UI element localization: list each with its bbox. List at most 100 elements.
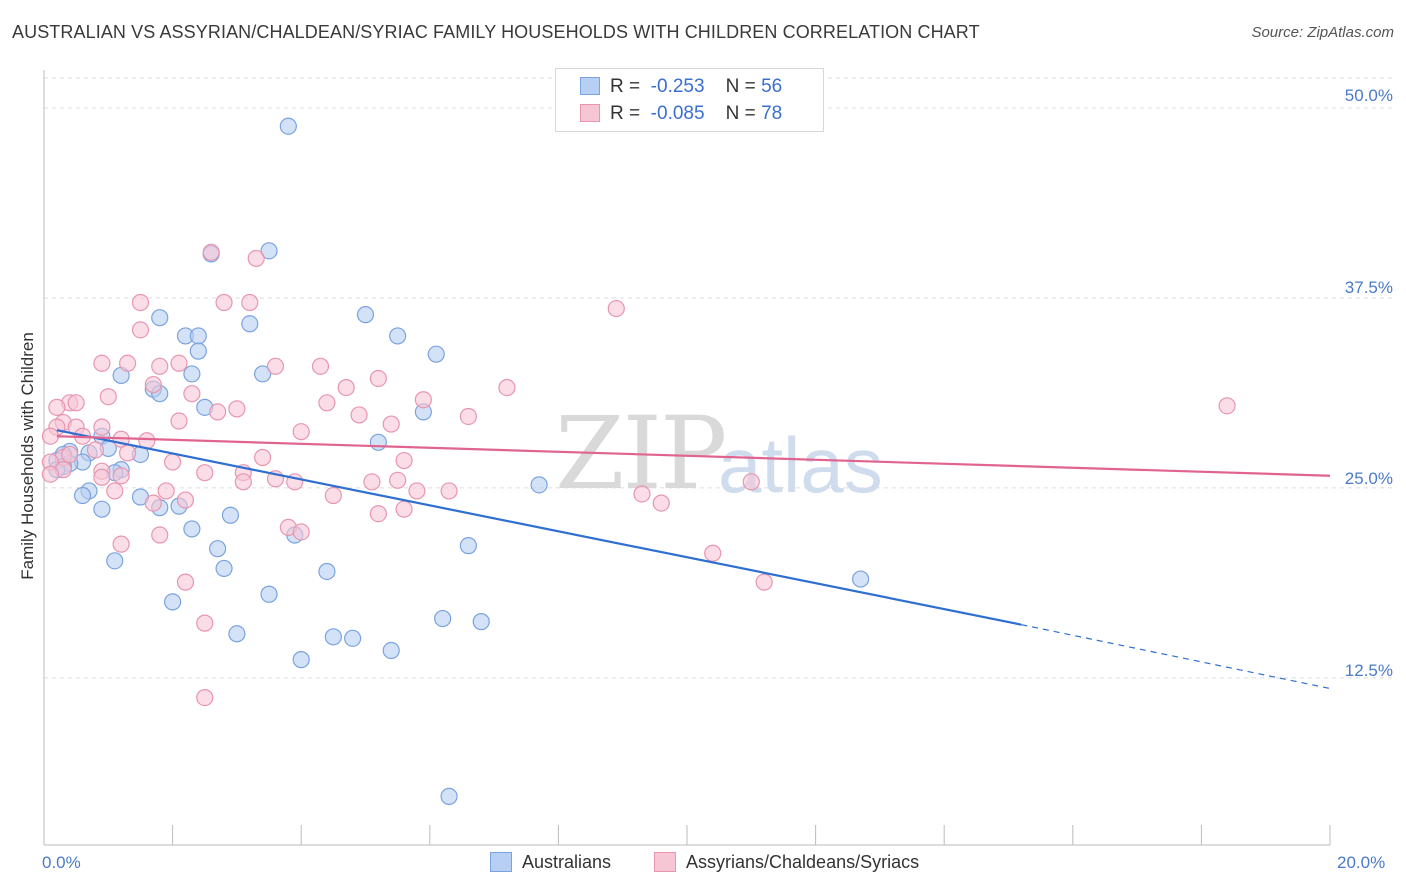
correlation-legend: R = -0.253 N = 56 R = -0.085 N = 78 [555, 68, 824, 132]
assyrians-point [112, 535, 130, 553]
assyrians-point [93, 354, 111, 372]
assyrians-point [369, 369, 387, 388]
r-value: -0.253 [650, 76, 705, 97]
australians-point [324, 628, 342, 646]
australians-point [279, 117, 297, 135]
australians-point [254, 365, 272, 383]
australians-point [228, 625, 246, 643]
assyrians-point [389, 471, 407, 489]
assyrians-trend-line [56, 435, 1331, 477]
assyrians-point [170, 412, 188, 430]
assyrians-point [157, 482, 175, 500]
assyrians-point [755, 573, 773, 591]
assyrians-point [196, 614, 214, 632]
assyrians-point [196, 464, 214, 482]
australians-point [209, 540, 227, 558]
australians-point [459, 537, 477, 555]
australians-point [434, 609, 452, 628]
assyrians-point [241, 293, 259, 312]
australians-point [356, 306, 375, 324]
australians-point [472, 613, 490, 631]
assyrians-point [164, 453, 182, 471]
australians-trend-extension [1021, 624, 1331, 690]
assyrians-point [234, 473, 252, 491]
australians-point [260, 242, 278, 260]
assyrians-point [209, 403, 227, 421]
assyrians-point [183, 385, 201, 403]
assyrians-point [607, 299, 625, 318]
y-tick-label: 50.0% [1344, 86, 1393, 105]
australians-point [189, 327, 207, 345]
source-label: Source: ZipAtlas.com [1251, 24, 1394, 41]
assyrians-point [131, 321, 150, 339]
assyrians-point [498, 378, 516, 397]
assyrians-point [440, 482, 458, 500]
assyrians-point [215, 293, 233, 312]
australians-point [344, 629, 362, 647]
assyrians-point [369, 505, 387, 523]
assyrians-point [99, 388, 117, 406]
australians-point [215, 559, 233, 578]
assyrians-point [363, 473, 381, 491]
assyrians-point [176, 573, 195, 591]
blue-swatch-icon [490, 852, 512, 872]
y-tick-label: 37.5% [1344, 278, 1393, 297]
australians-trend-line [56, 429, 1022, 626]
y-tick-label: 25.0% [1344, 469, 1393, 488]
australians-point [530, 476, 548, 494]
pink-swatch-icon [580, 104, 600, 122]
watermark-atlas: atlas [718, 421, 883, 509]
assyrians-point [151, 526, 169, 544]
australians-point [221, 506, 240, 524]
blue-swatch-icon [580, 77, 600, 95]
assyrians-point [318, 394, 336, 412]
assyrians-point [144, 375, 162, 394]
assyrians-point [196, 688, 214, 707]
assyrians-point [118, 444, 137, 462]
assyrians-point [106, 482, 124, 500]
y-axis-label: Family Households with Children [18, 332, 37, 580]
assyrians-point [86, 441, 105, 459]
assyrians-point [311, 357, 330, 375]
legend-item-assyrians[interactable]: Assyrians/Chaldeans/Syriacs [654, 852, 919, 873]
australians-point [440, 787, 458, 805]
n-value: 56 [761, 76, 783, 97]
australians-point [183, 520, 201, 538]
assyrians-point [742, 473, 760, 491]
australians-point [164, 593, 182, 611]
assyrians-point [61, 445, 79, 464]
x-tick-label: 0.0% [42, 853, 81, 872]
legend-item-australians[interactable]: Australians [490, 852, 611, 873]
assyrians-point [67, 394, 85, 412]
australians-point [106, 552, 124, 570]
assyrians-point [1218, 397, 1236, 415]
assyrians-point [118, 354, 137, 372]
assyrians-point [395, 500, 413, 518]
australians-point [427, 345, 445, 363]
assyrians-point [228, 400, 246, 418]
assyrians-point [459, 407, 477, 426]
legend-row-assyrians: R = -0.085 N = 78 [580, 103, 782, 125]
australians-point [93, 500, 111, 518]
australians-point [189, 342, 207, 360]
australians-point [241, 315, 259, 333]
assyrians-point [202, 243, 220, 261]
australians-point [260, 585, 278, 603]
australians-point [318, 562, 336, 581]
pink-swatch-icon [654, 852, 676, 872]
australians-point [369, 433, 387, 451]
assyrians-point [151, 357, 169, 375]
assyrians-point [652, 494, 670, 512]
assyrians-point [324, 486, 342, 505]
assyrians-point [247, 249, 265, 268]
assyrians-point [408, 482, 426, 500]
australians-point [151, 309, 169, 327]
australians-point [73, 486, 92, 505]
y-tick-label: 12.5% [1344, 661, 1393, 680]
australians-point [389, 327, 407, 345]
assyrians-point [131, 293, 150, 312]
assyrians-point [414, 391, 432, 409]
series-legend: Australians Assyrians/Chaldeans/Syriacs [0, 852, 1406, 876]
assyrians-point [112, 467, 130, 485]
assyrians-point [170, 354, 188, 372]
